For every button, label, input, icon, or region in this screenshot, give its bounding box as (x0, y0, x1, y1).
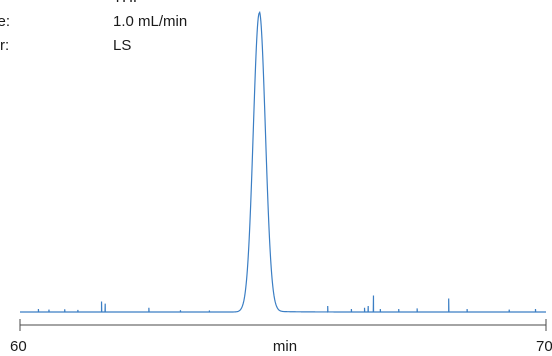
conditions-block: nt: THF rate: 1.0 mL/min ctor: LS (0, 0, 260, 70)
condition-row-solvent: nt: THF (0, 0, 260, 10)
condition-value: LS (113, 37, 132, 54)
x-tick-label: 60 (10, 338, 27, 355)
condition-row-detector: ctor: LS (0, 36, 260, 58)
x-tick-label: 70 (536, 338, 552, 355)
x-axis-label: min (273, 338, 297, 355)
condition-value: 1.0 mL/min (113, 13, 188, 30)
condition-row-flow-rate: rate: 1.0 mL/min (0, 12, 260, 34)
condition-label: ctor: (0, 37, 10, 54)
condition-label: rate: (0, 13, 11, 30)
chromatogram-trace (20, 10, 546, 313)
condition-value: THF (113, 0, 142, 8)
